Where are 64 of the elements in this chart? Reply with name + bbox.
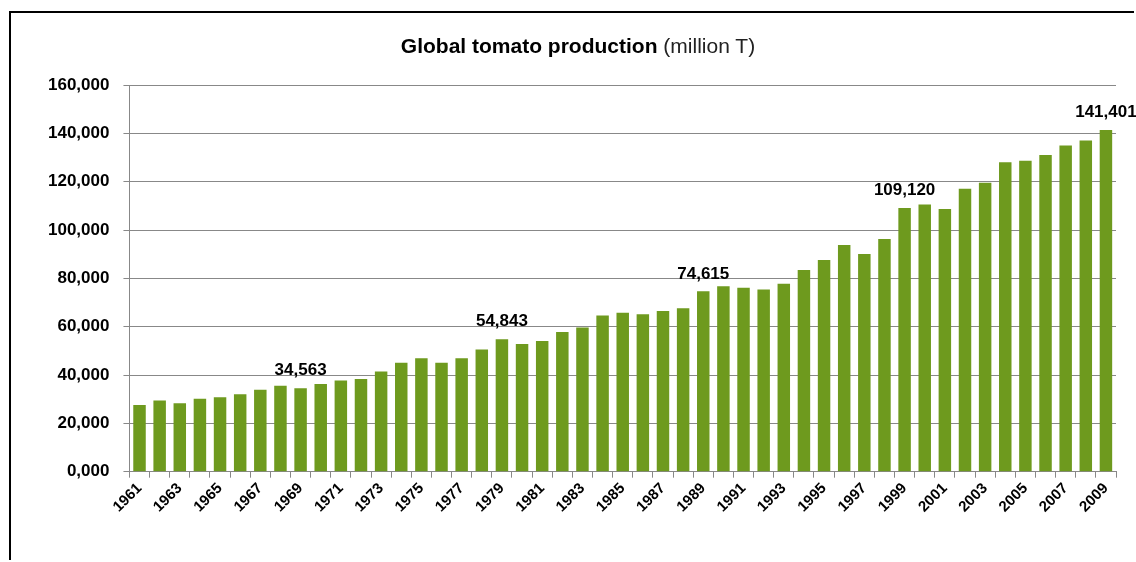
bar: [274, 385, 287, 472]
bar: [938, 208, 952, 472]
bar: [475, 349, 489, 472]
bar: [918, 204, 931, 472]
bar: [435, 362, 448, 472]
y-tick-label: 0,000: [66, 461, 110, 481]
bar: [1059, 145, 1072, 472]
bar: [878, 238, 891, 472]
bar: [556, 331, 569, 472]
bar: [535, 340, 549, 472]
bar: [1099, 129, 1113, 472]
bar: [576, 327, 589, 472]
y-tick-label: 40,000: [57, 364, 110, 384]
bar: [254, 389, 267, 472]
bar: [697, 291, 710, 472]
bar: [455, 358, 468, 472]
y-tick-label: 80,000: [57, 268, 110, 288]
bar: [676, 308, 690, 472]
bar: [978, 182, 992, 472]
bar: [415, 358, 428, 472]
y-tick-label: 160,000: [48, 74, 110, 94]
bar: [153, 400, 166, 472]
bar: [797, 269, 811, 472]
chart-title: Global tomato production (million T): [400, 34, 756, 57]
bar: [837, 244, 851, 472]
bar: [777, 283, 791, 472]
y-tick-label: 100,000: [48, 219, 110, 239]
bar: [757, 289, 770, 472]
data-label: 54,843: [475, 311, 528, 331]
bar: [737, 287, 750, 472]
data-label: 74,615: [677, 263, 730, 283]
bar: [596, 315, 609, 472]
bar: [233, 394, 247, 472]
bar: [314, 383, 327, 472]
bar: [1039, 155, 1052, 472]
bar: [334, 380, 348, 472]
bar: [374, 371, 388, 472]
bar: [656, 310, 670, 472]
bar: [999, 162, 1012, 472]
data-label: 109,120: [873, 180, 936, 200]
bar: [133, 404, 146, 472]
bar: [898, 207, 911, 472]
data-label: 34,563: [274, 360, 327, 380]
bar: [213, 397, 227, 472]
y-tick-label: 120,000: [48, 171, 110, 191]
bar: [1079, 140, 1093, 472]
bar: [636, 314, 650, 472]
y-tick-label: 140,000: [48, 123, 110, 143]
bar: [1019, 160, 1032, 472]
bar: [193, 398, 207, 472]
bar: [173, 403, 187, 472]
bar: [858, 253, 871, 472]
bar: [958, 188, 972, 472]
bar: [354, 379, 368, 472]
y-tick-label: 60,000: [57, 316, 110, 336]
bar: [395, 362, 408, 472]
data-label: 141,401: [1075, 102, 1136, 122]
bar: [515, 344, 529, 472]
bar: [495, 339, 509, 472]
bar: [817, 259, 831, 472]
bar: [294, 388, 307, 472]
y-tick-label: 20,000: [57, 413, 110, 433]
bar: [717, 286, 730, 472]
bar: [616, 312, 629, 472]
